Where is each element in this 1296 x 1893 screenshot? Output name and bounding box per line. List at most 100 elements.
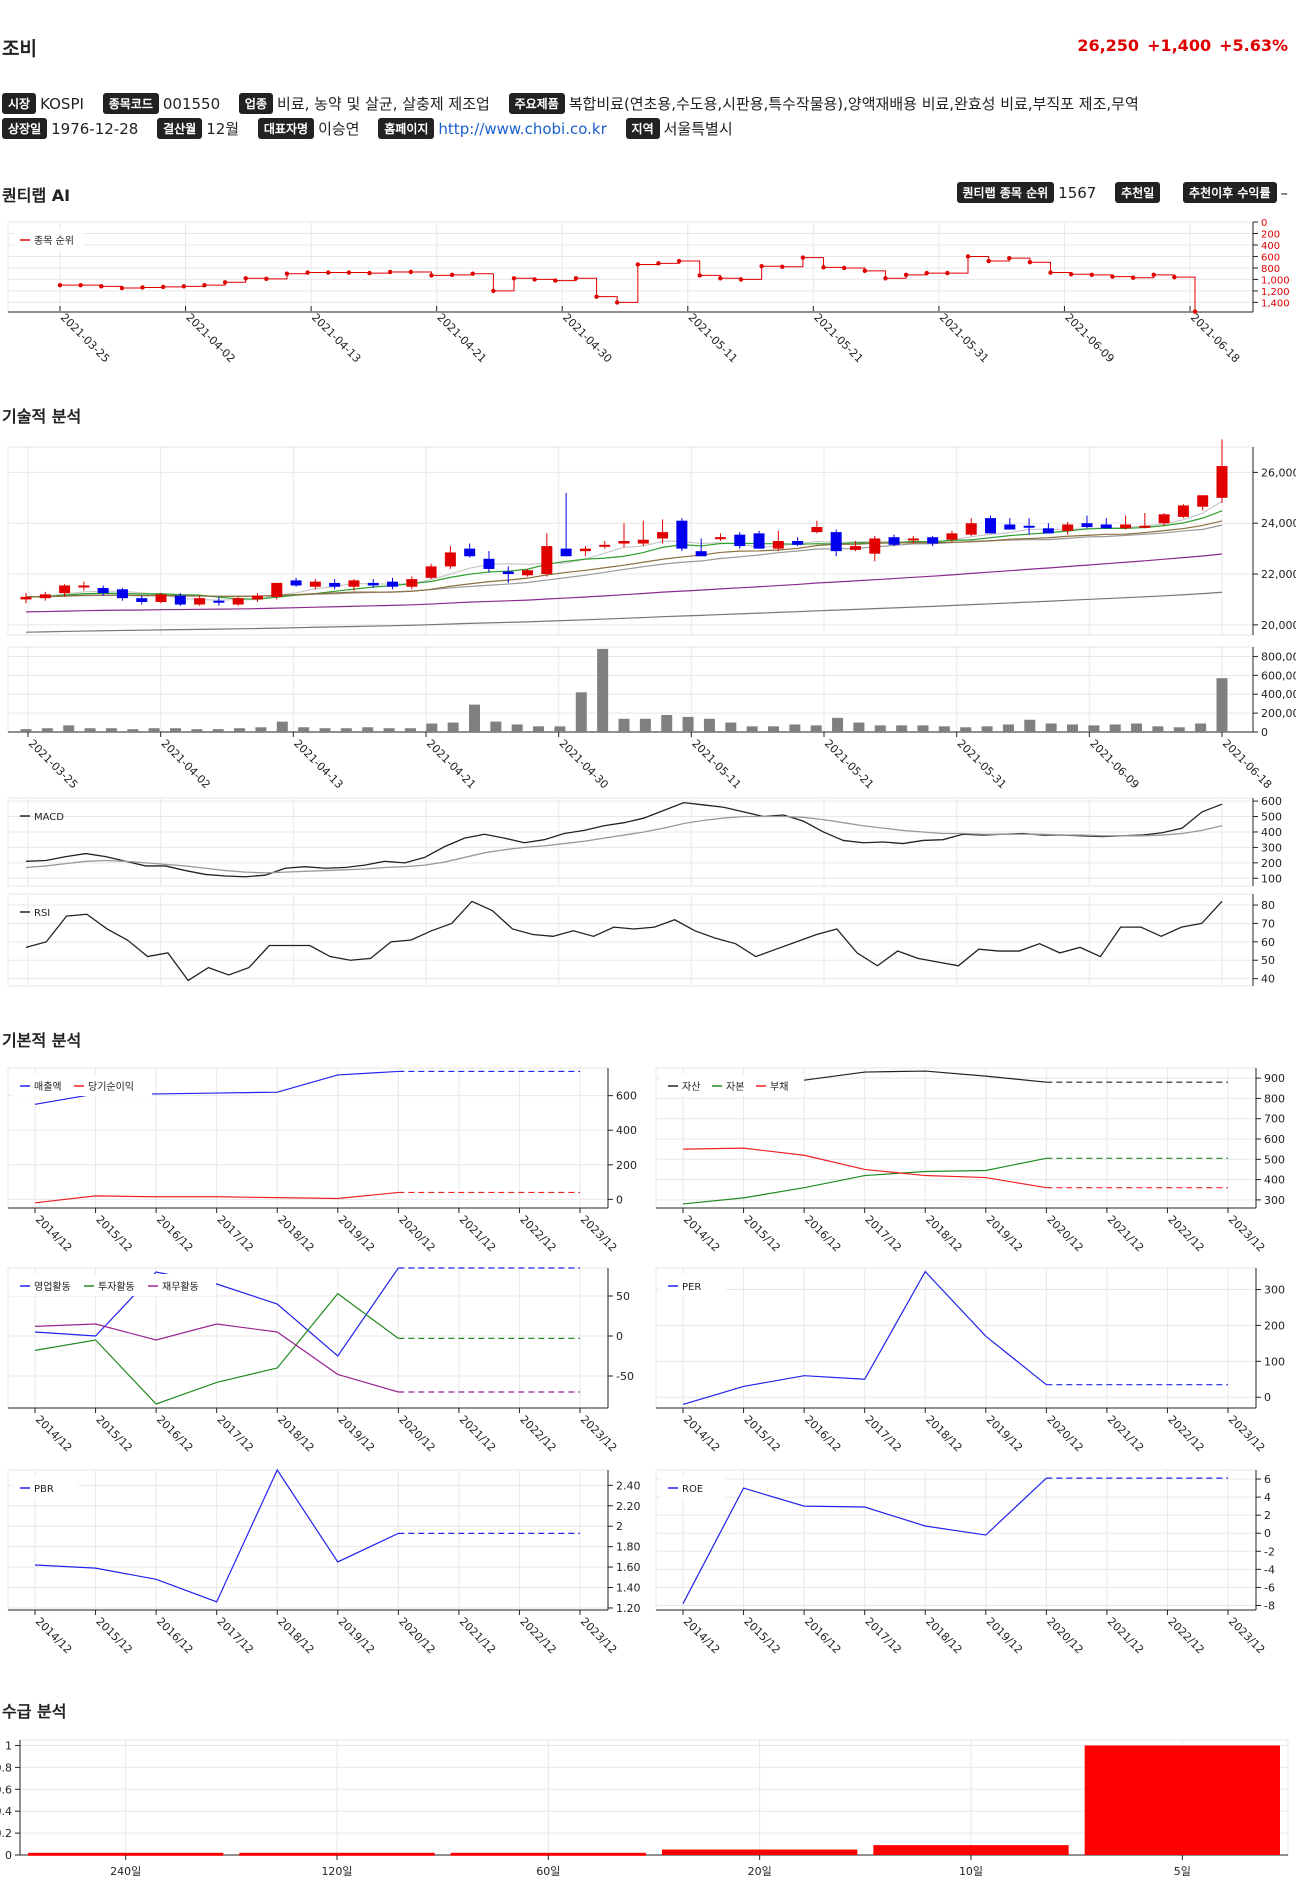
candle-body xyxy=(946,533,958,540)
rank-point xyxy=(841,265,847,271)
rank-point xyxy=(759,264,764,269)
candle-body xyxy=(367,582,379,586)
rank-point xyxy=(924,270,929,276)
volume-x-tick-label: 2021-03-25 xyxy=(26,737,80,791)
volume-bar xyxy=(853,722,865,732)
balance-chart-x-tick-label: 2023/12 xyxy=(1226,1213,1268,1255)
volume-bar xyxy=(276,721,288,732)
roe-chart-x-tick-label: 2022/12 xyxy=(1165,1615,1207,1657)
cashflow-chart-legend-label: 투자활동 xyxy=(98,1280,135,1293)
volume-bar xyxy=(874,725,886,732)
cashflow-chart-x-tick-label: 2015/12 xyxy=(93,1413,135,1455)
candle-body xyxy=(425,566,437,578)
pbr-chart-x-tick-label: 2019/12 xyxy=(336,1615,378,1657)
volume-bar xyxy=(1152,726,1164,732)
revenue-chart-x-tick-label: 2014/12 xyxy=(33,1213,75,1255)
candle-body xyxy=(676,520,688,549)
candle-body xyxy=(637,539,649,544)
candle-body xyxy=(657,532,669,539)
volume-bar xyxy=(1067,724,1078,732)
volume-bar xyxy=(554,726,566,732)
candle-chart-frame xyxy=(7,446,1254,636)
volume-bar xyxy=(597,648,609,732)
candle-body xyxy=(1197,495,1209,507)
rank-point xyxy=(99,284,104,289)
volume-bar xyxy=(105,728,117,732)
macd-chart-frame xyxy=(7,797,1254,887)
balance-chart-x-tick-label: 2022/12 xyxy=(1165,1213,1207,1255)
candle-body xyxy=(406,579,418,587)
per-chart-x-tick-label: 2016/12 xyxy=(802,1413,844,1455)
rank-y-tick-label: 400 xyxy=(1261,241,1280,252)
volume-bar xyxy=(255,727,267,732)
cashflow-chart-series-line xyxy=(34,1292,399,1405)
rank-point xyxy=(1068,272,1074,277)
rank-x-tick-label: 2021-04-21 xyxy=(435,311,489,365)
homepage-link[interactable]: http://www.chobi.co.kr xyxy=(438,120,607,138)
rank-point xyxy=(965,254,971,259)
rank-point xyxy=(326,270,331,275)
badge-ceo: 대표자명 xyxy=(257,118,315,139)
rank-point xyxy=(862,268,868,274)
rank-point xyxy=(594,294,599,299)
ceo-value: 이승연 xyxy=(318,120,360,138)
rank-point xyxy=(1048,270,1053,275)
pbr-chart-x-tick-label: 2016/12 xyxy=(154,1615,196,1657)
quant-rank-value: 1567 xyxy=(1058,184,1097,202)
candle-body xyxy=(155,594,167,602)
candle-body xyxy=(869,538,881,554)
ma-brown-line xyxy=(25,520,1223,598)
volume-bar xyxy=(1024,719,1036,732)
volume-bar xyxy=(1088,725,1100,732)
per-chart-y-tick-label: 100 xyxy=(1264,1355,1285,1368)
cashflow-chart-x-tick-label: 2023/12 xyxy=(578,1413,620,1455)
candle-body xyxy=(251,595,263,600)
stock-name: 조비 xyxy=(2,38,37,60)
pbr-chart-legend-label: PBR xyxy=(34,1484,54,1495)
roe-chart-x-tick-label: 2020/12 xyxy=(1044,1615,1086,1657)
volume-bar xyxy=(1216,678,1228,732)
pbr-chart-series-line xyxy=(34,1468,399,1603)
rank-point xyxy=(78,282,83,288)
roe-chart-y-tick-label: -4 xyxy=(1264,1563,1275,1576)
cashflow-chart-legend-label: 재무활동 xyxy=(162,1280,199,1293)
rank-legend-bg xyxy=(14,230,84,250)
rank-point xyxy=(614,300,620,305)
volume-bar xyxy=(469,704,480,732)
info-row-1: 시장 KOSPI 종목코드 001550 업종 비료, 농약 및 살균, 살충제 제조… xyxy=(2,93,1139,114)
volume-bar xyxy=(212,729,224,732)
rsi-series-line xyxy=(25,900,1223,982)
volume-bar xyxy=(298,727,310,732)
candle-body xyxy=(464,548,476,557)
balance-chart-y-tick-label: 800 xyxy=(1264,1092,1285,1105)
pbr-chart-legend-bg xyxy=(12,1476,78,1498)
rank-point xyxy=(780,264,785,269)
volume-bar xyxy=(746,726,758,732)
candle-body xyxy=(174,595,186,605)
volume-bar xyxy=(832,717,844,732)
supply-x-tick-label: 60일 xyxy=(536,1864,560,1878)
badge-rec-return: 추천이후 수익률 xyxy=(1183,182,1277,203)
badge-rec-date: 추천일 xyxy=(1115,182,1161,203)
supply-x-tick-label: 20일 xyxy=(748,1864,772,1878)
revenue-chart-x-tick-label: 2019/12 xyxy=(336,1213,378,1255)
roe-chart-x-tick-label: 2015/12 xyxy=(741,1615,783,1657)
badge-listed: 상장일 xyxy=(2,118,48,139)
volume-bar xyxy=(234,728,246,732)
price-change-pct: +5.63% xyxy=(1219,36,1288,55)
roe-chart-x-tick-label: 2019/12 xyxy=(984,1615,1026,1657)
volume-x-tick-label: 2021-06-18 xyxy=(1220,737,1274,791)
roe-chart-x-tick-label: 2021/12 xyxy=(1105,1615,1147,1657)
volume-x-tick-label: 2021-04-13 xyxy=(291,737,345,791)
candle-body xyxy=(1042,528,1054,534)
pbr-chart-x-tick-label: 2021/12 xyxy=(457,1615,499,1657)
candle-body xyxy=(20,596,32,600)
candle-body xyxy=(792,541,804,545)
rank-point xyxy=(1130,275,1136,280)
rsi-chart-frame xyxy=(7,893,1254,987)
candle-body xyxy=(772,541,784,549)
balance-chart-series-line xyxy=(682,1157,1047,1205)
rank-x-tick-label: 2021-06-18 xyxy=(1188,311,1242,365)
rank-point xyxy=(697,273,702,278)
candle-body xyxy=(329,582,341,587)
